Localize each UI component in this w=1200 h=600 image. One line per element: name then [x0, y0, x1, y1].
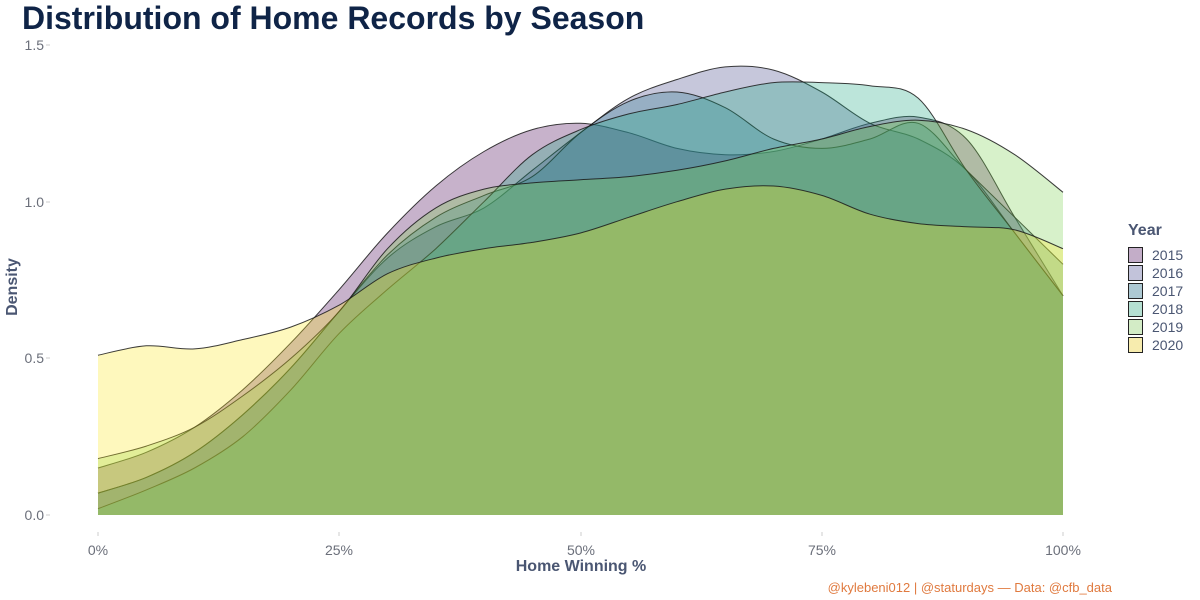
density-line-2015 — [97, 115, 1064, 469]
legend-title: Year — [1128, 222, 1162, 239]
caption-credit: @kylebeni012 | @staturdays — Data: @cfb_… — [827, 580, 1112, 595]
density-line-2018 — [97, 81, 1064, 510]
legend-item-2017: 2017 — [1128, 282, 1183, 300]
density-line-2019 — [97, 119, 1064, 460]
x-tick-label: 50% — [566, 542, 596, 558]
x-tick-label: 25% — [324, 542, 354, 558]
density-area-2018 — [98, 81, 1063, 515]
density-areas — [97, 65, 1064, 515]
legend-item-2016: 2016 — [1128, 264, 1183, 282]
legend-item-2020: 2020 — [1128, 336, 1183, 354]
legend-swatch — [1128, 283, 1143, 299]
x-tick-label: 0% — [87, 542, 109, 558]
legend-label: 2016 — [1152, 265, 1184, 281]
density-area-2015 — [98, 116, 1063, 515]
legend-item-2019: 2019 — [1128, 318, 1183, 336]
y-tick-label: 1.0 — [24, 194, 44, 210]
legend-label: 2019 — [1152, 319, 1184, 335]
y-tick-label: 0.5 — [24, 350, 44, 366]
density-area-2020 — [98, 185, 1063, 515]
x-tick-label: 75% — [807, 542, 837, 558]
density-line-2020 — [97, 185, 1064, 356]
density-line-2017 — [97, 91, 1064, 494]
chart-title: Distribution of Home Records by Season — [22, 0, 645, 36]
legend-swatch — [1128, 265, 1143, 281]
legend-label: 2018 — [1152, 301, 1184, 317]
legend-item-2018: 2018 — [1128, 300, 1183, 318]
legend-swatch — [1128, 247, 1143, 263]
density-area-2016 — [98, 66, 1063, 515]
y-tick-marks — [46, 44, 50, 516]
y-tick-label: 0.0 — [24, 507, 44, 523]
x-tick-label: 100% — [1045, 542, 1081, 558]
legend-swatch — [1128, 319, 1143, 335]
y-tick-label: 1.5 — [24, 37, 44, 53]
density-area-2017 — [98, 91, 1063, 515]
legend-item-2015: 2015 — [1128, 246, 1183, 264]
legend-swatch — [1128, 337, 1143, 353]
x-axis-title: Home Winning % — [515, 558, 647, 575]
legend-swatch — [1128, 301, 1143, 317]
legend: Year 2015 2016 2017 2018 2019 2020 — [1128, 222, 1183, 354]
legend-label: 2015 — [1152, 247, 1184, 263]
legend-label: 2020 — [1152, 337, 1184, 353]
density-area-2019 — [98, 120, 1063, 515]
x-tick-marks — [97, 532, 1064, 536]
y-axis-title: Density — [4, 258, 21, 316]
legend-label: 2017 — [1152, 283, 1184, 299]
